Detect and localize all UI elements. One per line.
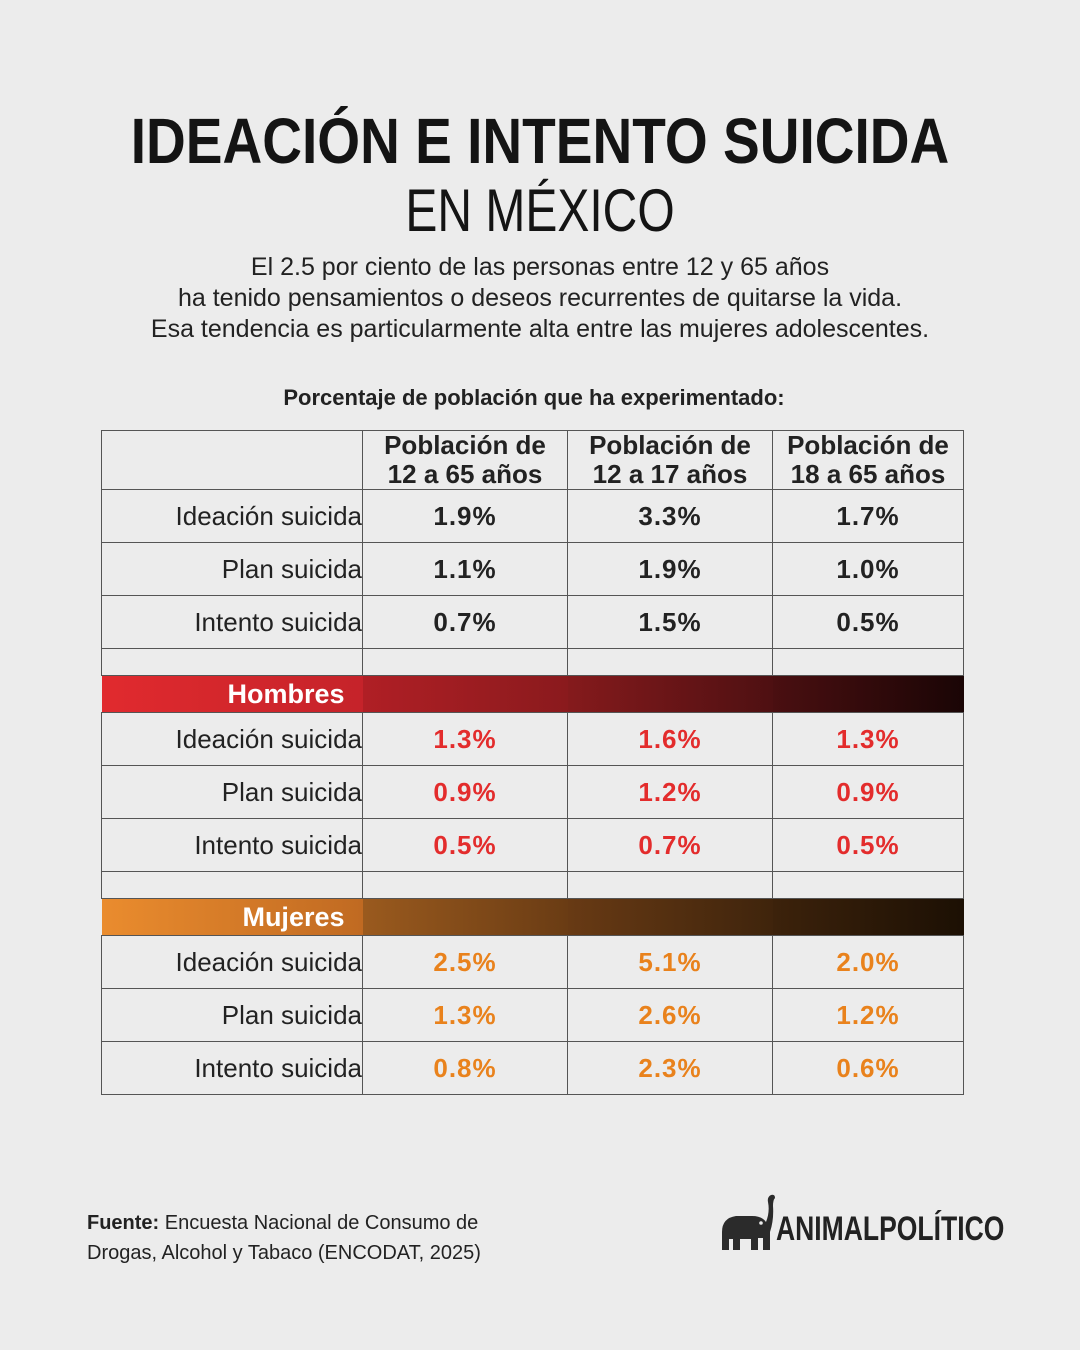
value-cell: 1.2% xyxy=(567,765,773,819)
subtitle: EN MÉXICO xyxy=(405,177,675,244)
value-cell: 2.3% xyxy=(567,1041,773,1095)
spacer-row xyxy=(101,648,964,676)
table-row: Intento suicida 0.5% 0.7% 0.5% xyxy=(101,818,964,872)
value-cell: 5.1% xyxy=(567,935,773,989)
value-cell: 3.3% xyxy=(567,489,773,543)
table-row: Plan suicida 1.1% 1.9% 1.0% xyxy=(101,542,964,596)
value-cell: 0.7% xyxy=(567,818,773,872)
value-cell: 0.9% xyxy=(772,765,964,819)
table-row: Ideación suicida 1.3% 1.6% 1.3% xyxy=(101,712,964,766)
row-label: Plan suicida xyxy=(101,542,363,596)
column-header: Población de 12 a 17 años xyxy=(567,430,773,490)
row-label: Ideación suicida xyxy=(101,935,363,989)
column-header: Población de 18 a 65 años xyxy=(772,430,964,490)
value-cell: 0.7% xyxy=(362,595,568,649)
table-row: Intento suicida 0.8% 2.3% 0.6% xyxy=(101,1041,964,1095)
source-text: Encuesta Nacional de Consumo de xyxy=(159,1212,479,1234)
group-band-men: Hombres xyxy=(101,675,964,713)
table-row: Plan suicida 0.9% 1.2% 0.9% xyxy=(101,765,964,819)
row-label: Intento suicida xyxy=(101,818,363,872)
row-label: Ideación suicida xyxy=(101,712,363,766)
group-label: Hombres xyxy=(101,675,363,713)
value-cell: 1.1% xyxy=(362,542,568,596)
row-label: Ideación suicida xyxy=(101,489,363,543)
value-cell: 0.8% xyxy=(362,1041,568,1095)
table-caption: Porcentaje de población que ha experimen… xyxy=(283,385,785,410)
value-cell: 1.6% xyxy=(567,712,773,766)
value-cell: 1.9% xyxy=(567,542,773,596)
intro-line: ha tenido pensamientos o deseos recurren… xyxy=(177,284,903,312)
table-row: Intento suicida 0.7% 1.5% 0.5% xyxy=(101,595,964,649)
value-cell: 2.6% xyxy=(567,988,773,1042)
value-cell: 0.5% xyxy=(772,595,964,649)
value-cell: 1.2% xyxy=(772,988,964,1042)
value-cell: 1.0% xyxy=(772,542,964,596)
value-cell: 1.3% xyxy=(362,988,568,1042)
table-row: Ideación suicida 2.5% 5.1% 2.0% xyxy=(101,935,964,989)
intro-line: El 2.5 por ciento de las personas entre … xyxy=(250,253,830,281)
source-note: Fuente: Encuesta Nacional de Consumo de … xyxy=(87,1208,607,1268)
elephant-icon xyxy=(722,1194,775,1250)
brand-name: ANIMALPOLÍTICO xyxy=(776,1210,1005,1248)
value-cell: 2.0% xyxy=(772,935,964,989)
value-cell: 1.9% xyxy=(362,489,568,543)
value-cell: 0.5% xyxy=(362,818,568,872)
row-label: Intento suicida xyxy=(101,1041,363,1095)
table-row: Plan suicida 1.3% 2.6% 1.2% xyxy=(101,988,964,1042)
source-label: Fuente: xyxy=(87,1212,160,1234)
value-cell: 0.9% xyxy=(362,765,568,819)
title: IDEACIÓN E INTENTO SUICIDA xyxy=(130,105,950,177)
group-band-women: Mujeres xyxy=(101,898,964,936)
group-label: Mujeres xyxy=(101,898,363,936)
intro-line: Esa tendencia es particularmente alta en… xyxy=(150,315,930,343)
source-text: Drogas, Alcohol y Tabaco (ENCODAT, 2025) xyxy=(87,1242,481,1264)
value-cell: 0.6% xyxy=(772,1041,964,1095)
intro-text: El 2.5 por ciento de las personas entre … xyxy=(40,252,1040,345)
row-label: Plan suicida xyxy=(101,988,363,1042)
table-row: Ideación suicida 1.9% 3.3% 1.7% xyxy=(101,489,964,543)
row-label: Intento suicida xyxy=(101,595,363,649)
value-cell: 2.5% xyxy=(362,935,568,989)
value-cell: 1.3% xyxy=(362,712,568,766)
value-cell: 1.3% xyxy=(772,712,964,766)
brand-logo: ANIMALPOLÍTICO xyxy=(718,1192,1004,1256)
value-cell: 0.5% xyxy=(772,818,964,872)
row-label: Plan suicida xyxy=(101,765,363,819)
header-empty-cell xyxy=(101,430,363,490)
column-header: Población de 12 a 65 años xyxy=(362,430,568,490)
value-cell: 1.5% xyxy=(567,595,773,649)
value-cell: 1.7% xyxy=(772,489,964,543)
data-table: Población de 12 a 65 años Población de 12 … xyxy=(101,430,964,1095)
spacer-row xyxy=(101,871,964,899)
